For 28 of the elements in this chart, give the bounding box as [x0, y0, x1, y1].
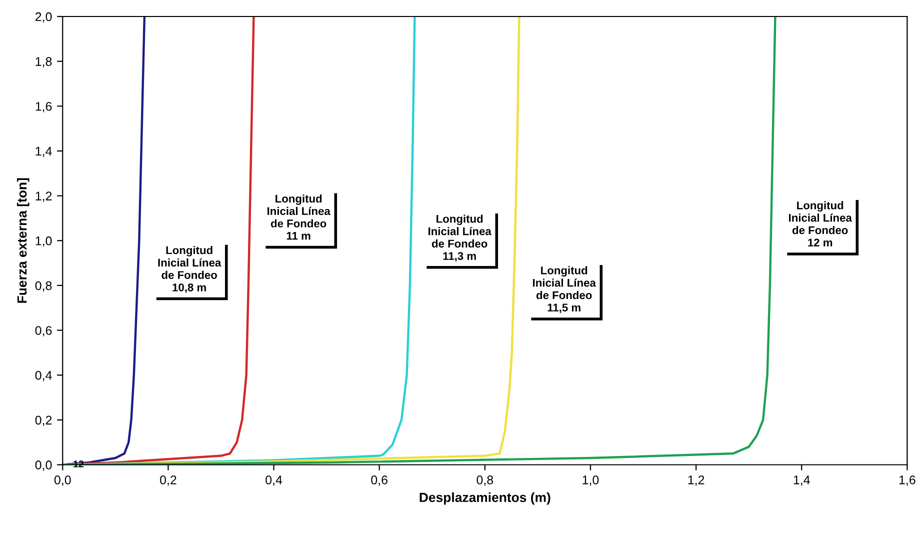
x-tick-label: 1,0	[582, 475, 599, 486]
x-tick-label: 0,4	[266, 475, 282, 486]
y-tick-label: 1,8	[36, 57, 52, 68]
y-tick-label: 0,8	[35, 281, 52, 292]
x-tick-label: 1,6	[899, 475, 916, 486]
y-tick-label: 0,0	[35, 460, 52, 471]
series-label: Longitud Inicial Línea de Fondeo 10,8 m	[158, 246, 222, 293]
y-tick-label: 1,0	[36, 236, 52, 247]
series-label: Longitud Inicial Línea de Fondeo 11,5 m	[533, 266, 596, 314]
x-tick-label: 1,4	[794, 476, 810, 486]
x-axis-title: Desplazamientos (m)	[420, 492, 550, 505]
y-tick-label: 1,4	[36, 146, 52, 158]
x-tick-label: 0,2	[160, 475, 176, 486]
y-tick-label: 0,2	[35, 416, 52, 426]
series-label: Longitud Inicial Línea de Fondeo 11 m	[268, 194, 330, 240]
x-tick-label: 0,0	[54, 475, 71, 486]
y-tick-label: 0,4	[35, 370, 52, 382]
y-tick-label: 1,2	[36, 192, 52, 202]
y-tick-label: 2,0	[35, 12, 52, 23]
y-tick-label: 1,6	[36, 102, 52, 112]
x-tick-label: 1,2	[688, 475, 704, 486]
y-axis-title: Fuerza externa [ton]	[16, 178, 30, 303]
x-tick-label: 0,8	[476, 475, 494, 486]
series-label: Longitud Inicial Línea de Fondeo 11,3 m	[428, 214, 492, 262]
annotation: 12	[74, 460, 84, 468]
y-tick-label: 0,6	[35, 326, 52, 336]
series-label: Longitud Inicial Línea de Fondeo 12 m	[789, 201, 852, 246]
x-tick-label: 0,6	[371, 475, 388, 486]
